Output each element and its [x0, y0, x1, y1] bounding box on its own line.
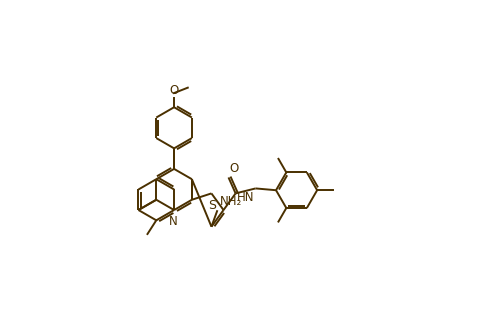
Text: HN: HN	[237, 191, 254, 204]
Text: O: O	[169, 84, 179, 97]
Text: N: N	[169, 215, 178, 228]
Text: S: S	[208, 199, 216, 212]
Text: NH₂: NH₂	[220, 195, 242, 208]
Text: O: O	[230, 162, 239, 176]
